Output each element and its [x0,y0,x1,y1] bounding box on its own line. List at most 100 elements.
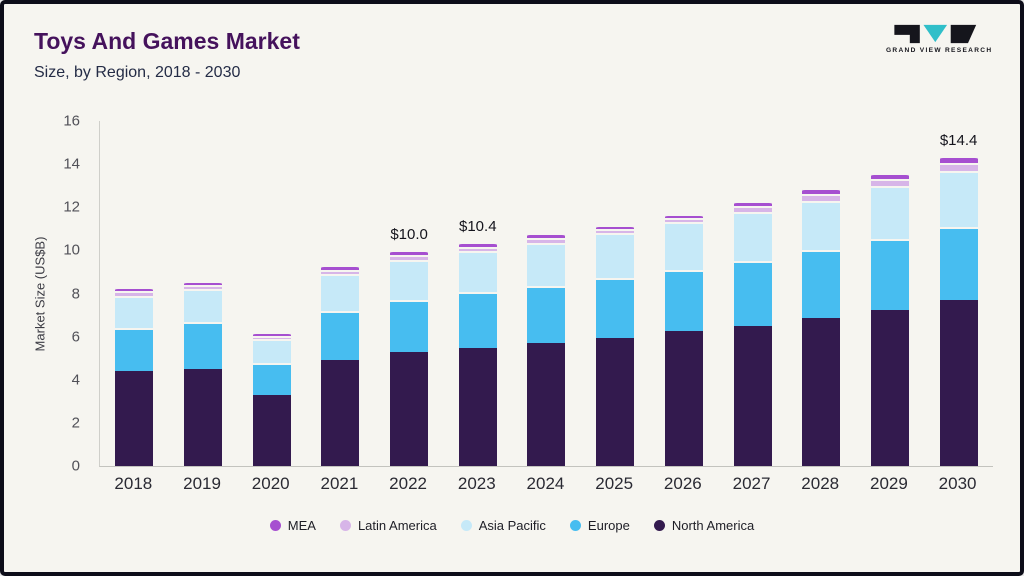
bar-segment-mea [870,172,909,180]
y-tick-label: 0 [71,457,80,475]
bar-segment-asia-pacific [664,222,703,270]
bar-column [306,121,375,466]
bar-segment-latin-america [458,246,497,252]
y-tick-label: 14 [63,155,80,173]
bar-stack [939,155,978,466]
bar-segment-mea [733,200,772,207]
legend-dot-icon [269,520,281,531]
plot-area: $10.0 $10.4 $14.4 [99,121,993,467]
bar-segment-europe [115,328,154,372]
bar-segment-latin-america [115,291,154,296]
legend-dot-icon [339,520,351,531]
bar-segment-asia-pacific [184,289,223,322]
bar-column [512,121,581,466]
bar-segment-north-america [321,360,360,466]
bar-segment-latin-america [802,194,841,201]
bar-segment-asia-pacific [458,251,497,293]
bar-column [581,121,650,466]
bar-stack [802,187,841,466]
x-axis-label: 2018 [114,474,153,493]
bar-stack [596,224,635,466]
x-axis-label: 2023 [457,474,496,493]
bar-segment-europe [733,261,772,326]
bar-segment-europe [321,310,360,361]
y-tick-label: 4 [71,371,80,389]
bar-segment-mea [321,265,360,270]
y-tick-label: 6 [71,328,80,346]
bar-segment-asia-pacific [115,295,154,328]
x-axis-label: 2026 [663,474,702,493]
bar-segment-mea [458,241,497,247]
bar-segment-asia-pacific [252,338,291,363]
bar-stack [115,287,154,466]
legend-label: Asia Pacific [478,518,546,533]
bar-segment-north-america [458,348,497,466]
gvr-logo-icon [894,24,977,44]
bar-stack [458,241,497,466]
bar-stack [321,265,360,466]
bar-column: $14.4 [924,121,993,466]
bar-stack [184,280,223,466]
legend-item-asia-pacific: Asia Pacific [460,518,546,533]
legend-item-europe: Europe [569,518,630,533]
bar-column: $10.0 [375,121,444,466]
bar-segment-latin-america [596,228,635,234]
x-axis-label: 2027 [732,474,771,493]
bar-segment-north-america [527,343,566,466]
bar-segment-europe [390,299,429,352]
bar-stack [390,250,429,466]
y-tick-label: 2 [71,414,80,432]
x-axis-label: 2025 [595,474,634,493]
bar-segment-mea [596,224,635,229]
bar-column [787,121,856,466]
x-axis-label: 2028 [801,474,840,493]
bar-segment-latin-america [184,284,223,290]
y-axis-ticks: 0 2 4 6 8 10 12 14 16 [46,113,92,475]
legend-item-mea: MEA [269,518,316,533]
logo-text: GRAND VIEW RESEARCH [886,47,993,54]
bar-segment-north-america [184,368,223,466]
bar-segment-north-america [252,394,291,466]
x-axis-label: 2024 [526,474,565,493]
bar-segment-north-america [870,309,909,466]
bar-segment-mea [390,250,429,256]
y-tick-label: 8 [71,285,80,302]
bar-segment-north-america [664,331,703,466]
bar-segment-asia-pacific [939,170,978,227]
bar-segment-europe [527,285,566,344]
y-tick-label: 12 [63,198,80,216]
legend-item-latin-america: Latin America [339,518,437,533]
x-axis-label: 2020 [251,474,290,493]
bar-segment-north-america [596,337,635,466]
legend-label: North America [671,518,755,533]
bar-segment-asia-pacific [596,233,635,279]
bar-segment-latin-america [733,206,772,212]
bar-segment-mea [802,187,841,195]
bar-total-label: $14.4 [939,131,978,149]
bar-segment-europe [664,269,703,332]
bar-segment-mea [664,213,703,219]
bar-segment-north-america [939,299,978,466]
y-tick-label: 10 [63,241,80,259]
bar-total-label: $10.0 [390,226,428,244]
x-axis-labels: 2018 2019 2020 2021 2022 2023 2024 2025 2026 2027… [99,474,992,494]
bar-segment-north-america [115,371,154,466]
bar-segment-europe [458,292,497,349]
legend-item-north-america: North America [653,518,755,533]
page-title: Toys And Games Market [34,28,300,54]
grand-view-research-logo: GRAND VIEW RESEARCH [886,24,993,54]
bar-segment-asia-pacific [870,185,909,239]
legend-dot-icon [653,520,665,531]
bar-stack [733,200,772,466]
bar-segment-europe [596,278,635,338]
page-subtitle: Size, by Region, 2018 - 2030 [34,64,241,81]
bar-column [237,121,306,466]
bar-stack [664,213,703,466]
bar-segment-latin-america [527,238,566,243]
bar-segment-mea [115,287,154,292]
bar-segment-asia-pacific [527,242,566,286]
x-axis-label: 2029 [869,474,908,493]
bar-segment-europe [870,238,909,310]
bar-segment-mea [527,233,566,239]
legend-dot-icon [460,520,472,531]
